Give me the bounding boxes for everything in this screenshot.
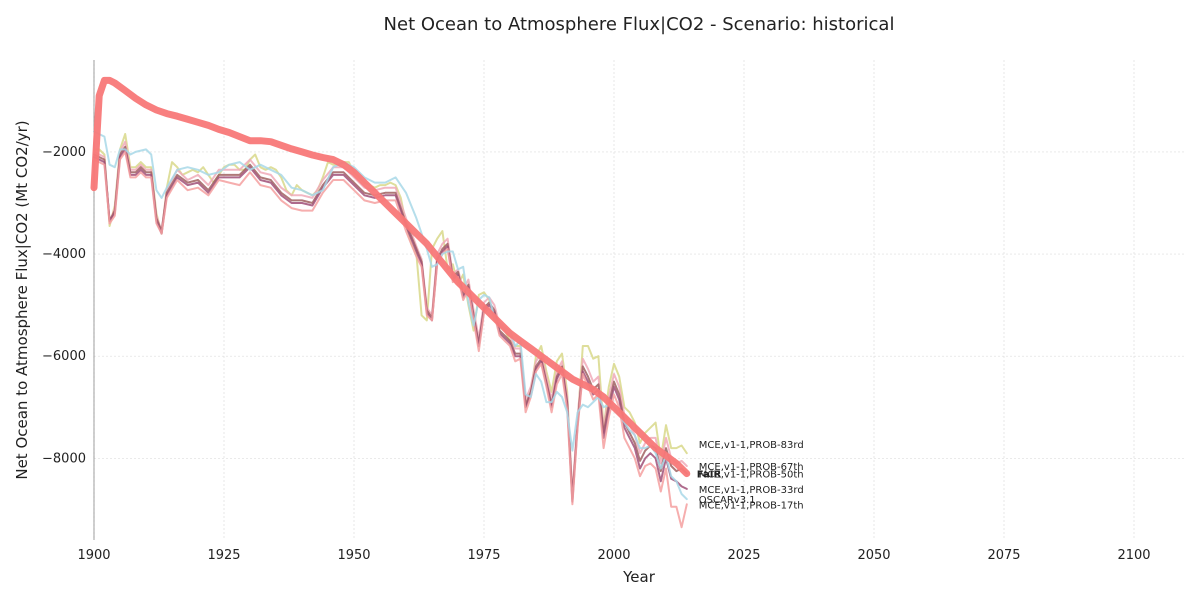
x-tick-label: 1975 (467, 548, 500, 563)
y-axis-label: Net Ocean to Atmosphere Flux|CO2 (Mt CO2… (13, 120, 31, 479)
y-tick-label: −8000 (42, 451, 86, 466)
series-end-label: OSCARv3.1 (699, 495, 756, 506)
chart-title: Net Ocean to Atmosphere Flux|CO2 - Scena… (384, 14, 895, 35)
y-tick-label: −2000 (42, 145, 86, 160)
series-end-label: MCE,v1-1,PROB-17th (699, 500, 804, 511)
x-tick-label: 1950 (337, 548, 370, 563)
series-line-mce-v1-1-prob-67th (93, 140, 688, 495)
y-tick-label: −6000 (42, 349, 86, 364)
series-line-mce-v1-1-prob-33rd (93, 148, 688, 503)
series-end-labels: FaIRMCE,v1-1,PROB-67thMCE,v1-1,PROB-50th… (697, 440, 804, 511)
series-group (90, 76, 691, 529)
tick-labels: 1900 1925 1950 1975 2000 2025 2050 2075 2100 −200… (42, 145, 1151, 563)
series-line-fair (90, 76, 691, 478)
x-tick-label: 1900 (77, 548, 110, 563)
y-tick-label: −4000 (42, 247, 86, 262)
x-tick-label: 2050 (857, 548, 890, 563)
x-axis-label: Year (622, 568, 656, 586)
series-end-label: FaIR (697, 470, 722, 481)
series-end-label: MCE,v1-1,PROB-83rd (699, 440, 804, 451)
series-end-label: MCE,v1-1,PROB-50th (699, 470, 804, 481)
x-tick-label: 2000 (597, 548, 630, 563)
x-tick-label: 1925 (207, 548, 240, 563)
x-tick-label: 2100 (1117, 548, 1150, 563)
series-line-mce-v1-1-prob-83rd (93, 133, 688, 501)
x-tick-label: 2075 (987, 548, 1020, 563)
series-end-label: MCE,v1-1,PROB-33rd (699, 485, 804, 496)
x-tick-label: 2025 (727, 548, 760, 563)
series-end-label: MCE,v1-1,PROB-67th (699, 462, 804, 473)
